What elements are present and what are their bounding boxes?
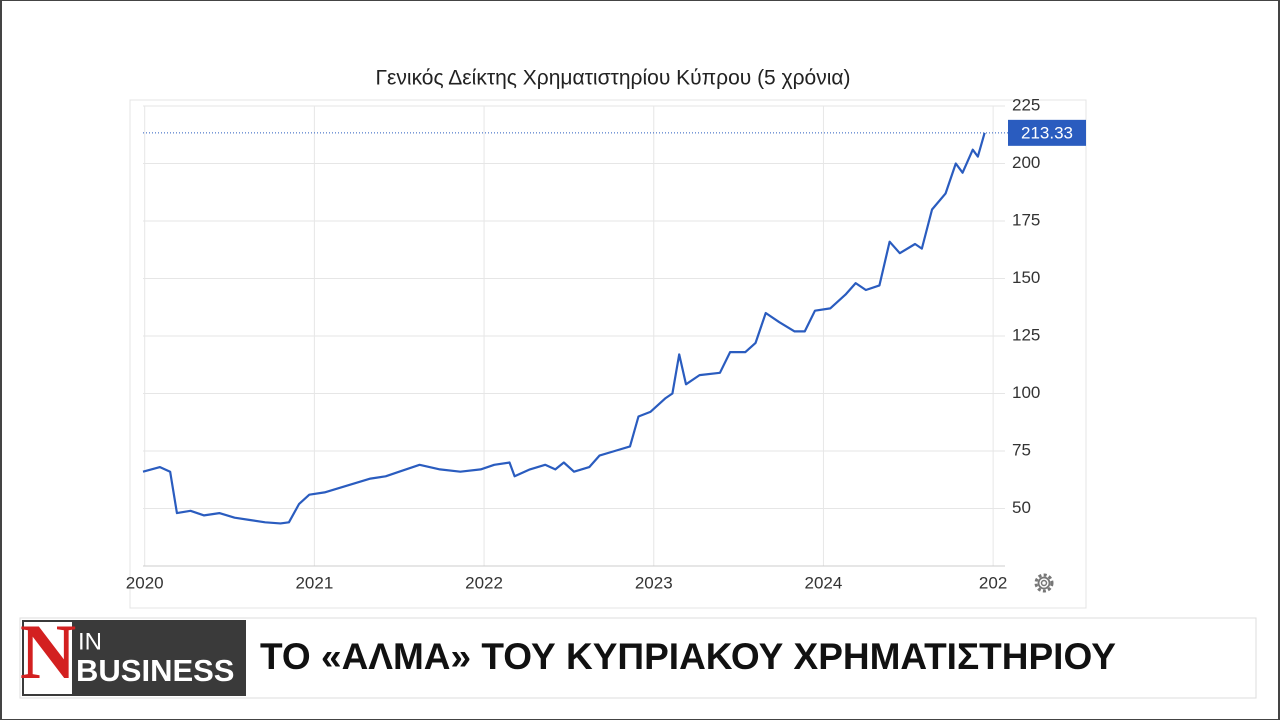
y-tick-label: 225 — [1012, 95, 1040, 114]
y-tick-label: 100 — [1012, 383, 1040, 402]
x-tick-label: 2022 — [465, 573, 503, 592]
y-tick-label: 75 — [1012, 440, 1031, 459]
headline: ΤΟ «ΑΛΜΑ» ΤΟΥ ΚΥΠΡΙΑΚΟΥ ΧΡΗΜΑΤΙΣΤΗΡΙΟΥ — [260, 636, 1116, 677]
last-value-label: 213.33 — [1021, 123, 1073, 142]
line-series — [142, 132, 986, 525]
logo-letter: N — [20, 608, 76, 695]
x-tick-label: 2023 — [635, 573, 673, 592]
last-value-box — [1008, 119, 1086, 146]
plot: 50 75 100 125 150 175 200 225 2020 2021 2022 2023 20… — [126, 95, 1086, 592]
chart-card — [129, 99, 1087, 609]
logo-top: IN — [78, 628, 102, 655]
x-tick-label: 2021 — [295, 573, 333, 592]
y-tick-label: 150 — [1012, 268, 1040, 287]
y-tick-label: 125 — [1012, 325, 1040, 344]
y-tick-label: 175 — [1012, 210, 1040, 229]
x-tick-label: 2024 — [805, 573, 843, 592]
settings-icon[interactable] — [1034, 573, 1054, 593]
y-tick-label: 200 — [1012, 153, 1040, 172]
x-tick-label: 2020 — [126, 573, 164, 592]
y-tick-label: 50 — [1012, 498, 1031, 517]
logo-bottom: BUSINESS — [76, 653, 234, 688]
logo-letter-box — [24, 622, 72, 694]
x-tick-label: 202 — [979, 573, 1007, 592]
chart-title: Γενικός Δείκτης Χρηματιστηρίου Κύπρου (5… — [375, 67, 850, 90]
